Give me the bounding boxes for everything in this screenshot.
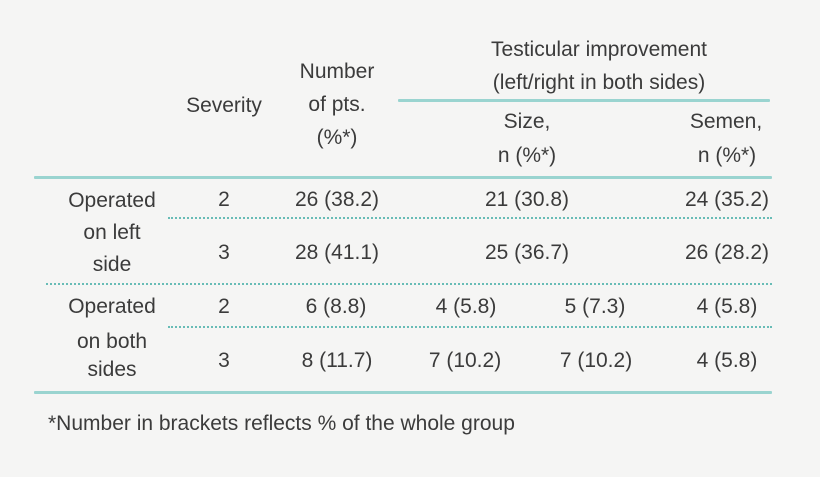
- group1-row-divider: [168, 217, 772, 219]
- cell-semen: 24 (35.2): [684, 188, 770, 211]
- row-group-label-both-sides-line3: sides: [87, 358, 137, 381]
- cell-npts: 26 (38.2): [294, 188, 380, 211]
- col-header-semen-line1: Semen,: [689, 110, 763, 133]
- table-bottom-rule: [34, 391, 772, 394]
- cell-npts: 8 (11.7): [301, 349, 373, 372]
- cell-size-right: 5 (7.3): [564, 295, 626, 318]
- header-bottom-rule: [34, 176, 772, 179]
- cell-size-left: 4 (5.8): [435, 295, 497, 318]
- cell-severity: 2: [218, 295, 230, 318]
- cell-severity: 2: [218, 188, 230, 211]
- col-header-npts-line3: (%*): [316, 126, 358, 149]
- row-group-label-left-side-line1: Operated: [68, 189, 156, 212]
- improvement-spanner-rule: [398, 99, 770, 102]
- cell-semen: 4 (5.8): [696, 349, 758, 372]
- cell-size-right: 7 (10.2): [559, 349, 633, 372]
- cell-severity: 3: [218, 241, 230, 264]
- cell-severity: 3: [218, 349, 230, 372]
- table-footnote: *Number in brackets reflects % of the wh…: [48, 412, 515, 435]
- row-group-label-left-side-line2: on left: [83, 221, 141, 244]
- col-header-improvement-line1: Testicular improvement: [491, 38, 707, 61]
- cell-npts: 6 (8.8): [305, 295, 367, 318]
- cell-semen: 26 (28.2): [684, 241, 770, 264]
- row-group-label-left-side-line3: side: [92, 253, 132, 276]
- col-header-severity: Severity: [186, 94, 262, 117]
- col-header-size-line1: Size,: [503, 110, 551, 133]
- cell-size-left: 7 (10.2): [428, 349, 502, 372]
- col-header-size-line2: n (%*): [497, 144, 557, 167]
- row-group-label-both-sides-line2: on both: [76, 330, 148, 353]
- row-group-label-both-sides-line1: Operated: [68, 295, 156, 318]
- col-header-npts-line2: of pts.: [308, 93, 366, 116]
- cell-size: 21 (30.8): [484, 188, 570, 211]
- col-header-semen-line2: n (%*): [697, 144, 757, 167]
- cell-size: 25 (36.7): [484, 241, 570, 264]
- group2-row-divider: [168, 326, 772, 328]
- col-header-npts-line1: Number: [299, 60, 375, 83]
- col-header-improvement-line2: (left/right in both sides): [492, 71, 706, 94]
- cell-npts: 28 (41.1): [294, 241, 380, 264]
- cell-semen: 4 (5.8): [696, 295, 758, 318]
- group-divider: [46, 283, 772, 285]
